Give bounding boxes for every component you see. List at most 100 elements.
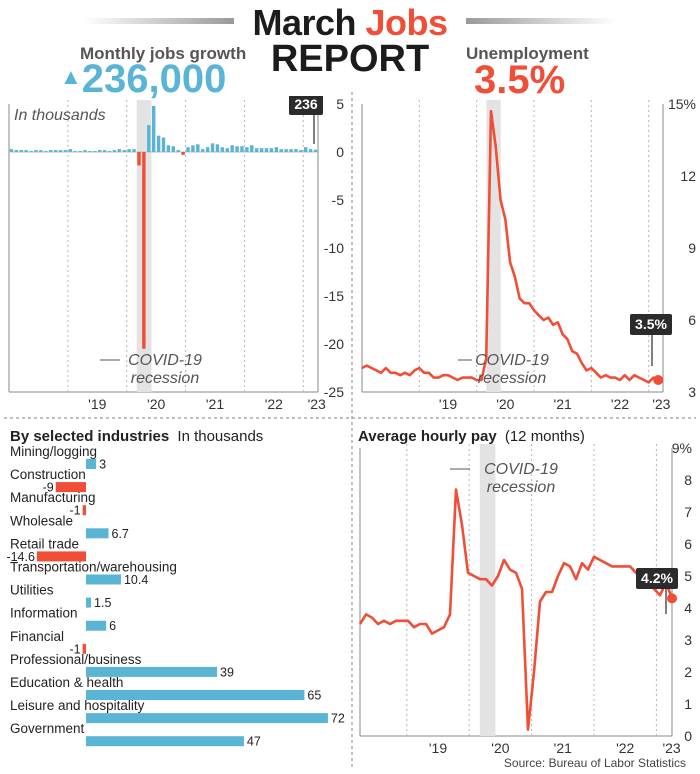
industry-label: Government <box>10 721 85 736</box>
industry-label: Retail trade <box>10 536 79 551</box>
industry-value-label: 72 <box>331 712 345 726</box>
recession-label-1: COVID-19 <box>475 352 549 369</box>
unemployment-callout: 3.5% <box>630 314 672 366</box>
jobs-bar <box>122 150 126 152</box>
jobs-bar <box>225 148 229 152</box>
unemployment-line <box>361 109 659 384</box>
jobs-bar <box>201 149 205 152</box>
jobs-bar <box>191 145 195 152</box>
industries-title: By selected industries <box>10 428 169 445</box>
title-bar-right <box>466 18 616 24</box>
wages-chart: Average hourly pay (12 months) 9% 8 7 6 5 4 3 2… <box>358 428 692 756</box>
x-tick-label: '23 <box>308 396 326 412</box>
industry-label: Utilities <box>10 583 54 598</box>
industry-value-label: 1.5 <box>94 596 111 610</box>
x-tick-label: '23 <box>652 396 670 412</box>
title-part-2: Jobs <box>365 2 449 43</box>
y-tick-label: -15 <box>324 288 344 304</box>
industry-value-label: 10.4 <box>124 573 148 587</box>
y-tick-label: -20 <box>324 336 344 352</box>
x-ticks: '19 '20 '21 '22 '23 <box>439 396 671 412</box>
jobs-bar <box>259 148 264 152</box>
unemployment-kpi-label: Unemployment <box>466 44 589 63</box>
jobs-bar <box>313 149 318 152</box>
jobs-bar <box>156 135 161 152</box>
industry-label: Leisure and hospitality <box>10 698 145 713</box>
industries-subtitle: In thousands <box>177 428 263 445</box>
jobs-bar <box>245 147 249 152</box>
wages-frame <box>359 448 673 737</box>
industry-bar <box>55 482 86 493</box>
industry-value-label: 6 <box>109 619 116 633</box>
industry-value-label: -1 <box>70 504 81 518</box>
x-tick-label: '22 <box>265 396 283 412</box>
x-tick-label: '23 <box>662 740 680 756</box>
unemployment-chart: 15% 12 9 6 3 '19 '20 '21 '22 '23 COVID-19 recess… <box>361 96 696 412</box>
y-tick-label: 15% <box>668 96 696 112</box>
industry-label: Manufacturing <box>10 490 96 505</box>
jobs-bar <box>294 149 298 152</box>
y-tick-label: 6 <box>684 536 692 552</box>
source-note: Source: Bureau of Labor Statistics <box>503 756 686 770</box>
industry-bar <box>86 574 121 585</box>
jobs-bar <box>240 146 244 152</box>
bars <box>9 105 318 349</box>
industry-label: Information <box>10 606 78 621</box>
industry-bar <box>86 528 109 539</box>
industry-label: Professional/business <box>10 652 142 667</box>
callout-value: 236 <box>294 96 318 112</box>
jobs-bar <box>210 143 215 152</box>
recession-band <box>479 444 496 736</box>
unemployment-kpi-value: 3.5% <box>474 58 566 102</box>
jobs-bar <box>279 149 283 152</box>
y-tick-label: 0 <box>684 728 692 744</box>
jobs-bar <box>9 149 14 152</box>
jobs-bar <box>53 150 58 152</box>
jobs-bar <box>308 149 313 152</box>
wages-title: Average hourly pay <box>358 428 497 445</box>
y-tick-label: 8 <box>684 472 692 488</box>
y-ticks: 5 0 -5 -10 -15 -20 -25 <box>324 96 344 400</box>
jobs-bar <box>250 145 254 152</box>
jobs-bar <box>299 150 303 152</box>
jobs-bar <box>68 149 73 152</box>
industry-bar <box>86 690 305 700</box>
industry-bar <box>86 736 244 747</box>
jobs-bar <box>24 150 28 152</box>
jobs-bar <box>107 151 112 153</box>
x-ticks: '19 '20 '21 '22 '23 <box>429 740 681 756</box>
x-tick-label: '20 <box>491 740 509 756</box>
x-tick-label: '22 <box>616 740 634 756</box>
jobs-bar <box>73 151 77 153</box>
jobs-bar <box>98 150 102 152</box>
y-tick-label: 1 <box>684 696 692 712</box>
industry-value-label: -14.6 <box>6 550 35 564</box>
y-tick-label: 12 <box>680 168 696 184</box>
jobs-bar <box>235 146 239 152</box>
y-tick-label: -5 <box>332 192 345 208</box>
units-note: In thousands <box>14 107 106 124</box>
jobs-callout: 236 <box>289 96 323 144</box>
y-tick-label: -25 <box>324 384 344 400</box>
x-tick-label: '20 <box>147 396 165 412</box>
jobs-bar <box>19 150 23 152</box>
industry-bar <box>86 597 92 608</box>
y-tick-label: 0 <box>336 144 344 160</box>
jobs-bar <box>151 105 156 152</box>
wages-callout: 4.2% <box>636 568 678 614</box>
x-tick-label: '19 <box>429 740 447 756</box>
x-tick-label: '22 <box>611 396 629 412</box>
wages-subtitle: (12 months) <box>505 428 585 445</box>
wages-title-group: Average hourly pay (12 months) <box>358 428 585 445</box>
jobs-bar <box>215 144 220 152</box>
latest-point <box>667 593 677 604</box>
x-gridlines <box>67 100 304 392</box>
jobs-bar <box>29 151 33 153</box>
latest-point <box>653 375 664 385</box>
industry-value-label: -9 <box>43 481 54 495</box>
title-part-1: March <box>252 2 356 43</box>
recession-label-2: recession <box>478 370 547 387</box>
industry-value-label: 65 <box>307 689 321 703</box>
